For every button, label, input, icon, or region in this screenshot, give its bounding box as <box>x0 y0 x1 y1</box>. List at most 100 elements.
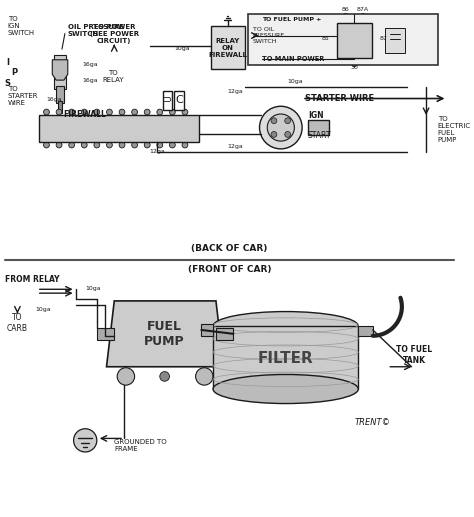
Ellipse shape <box>213 312 358 341</box>
Text: 10ga: 10ga <box>85 286 101 291</box>
Circle shape <box>144 142 150 148</box>
Circle shape <box>328 36 334 41</box>
Circle shape <box>94 109 100 115</box>
Text: TO MAIN POWER: TO MAIN POWER <box>263 56 325 62</box>
Circle shape <box>73 429 97 452</box>
Text: (BACK OF CAR): (BACK OF CAR) <box>191 244 268 253</box>
Bar <box>337 23 372 58</box>
Circle shape <box>313 122 324 133</box>
Circle shape <box>285 131 291 138</box>
Text: 16ga: 16ga <box>82 62 98 67</box>
Circle shape <box>69 109 74 115</box>
Text: 12ga: 12ga <box>228 144 243 149</box>
Bar <box>213 326 358 389</box>
Text: S: S <box>5 80 11 88</box>
Circle shape <box>170 142 175 148</box>
Text: TO POWER
(SEE POWER
CIRCUIT): TO POWER (SEE POWER CIRCUIT) <box>90 24 139 43</box>
Text: TO
CARB: TO CARB <box>7 313 28 333</box>
Circle shape <box>117 368 135 385</box>
Bar <box>201 324 213 336</box>
Text: 10ga: 10ga <box>288 79 303 84</box>
Text: 87A: 87A <box>357 7 369 12</box>
Text: IGN: IGN <box>308 112 324 120</box>
Circle shape <box>107 142 112 148</box>
Text: TO
IGN
SWITCH: TO IGN SWITCH <box>8 16 35 36</box>
Circle shape <box>157 142 163 148</box>
Circle shape <box>56 142 62 148</box>
Circle shape <box>182 142 188 148</box>
Bar <box>39 115 199 142</box>
Polygon shape <box>52 60 68 80</box>
Text: RELAY
ON
FIREWALL: RELAY ON FIREWALL <box>208 38 247 58</box>
Text: FUEL
PUMP: FUEL PUMP <box>144 320 185 348</box>
Circle shape <box>196 368 213 385</box>
Bar <box>211 26 245 69</box>
Text: TRENT©: TRENT© <box>355 418 391 428</box>
Text: 12ga: 12ga <box>228 89 243 94</box>
Text: TO FUEL PUMP +: TO FUEL PUMP + <box>263 17 322 22</box>
Bar <box>174 91 184 110</box>
Circle shape <box>267 114 294 141</box>
Text: 16ga: 16ga <box>82 78 98 83</box>
Text: GROUNDED TO
FRAME: GROUNDED TO FRAME <box>114 439 167 452</box>
Circle shape <box>271 131 277 138</box>
Text: P: P <box>11 68 18 77</box>
Circle shape <box>170 109 175 115</box>
Circle shape <box>44 109 49 115</box>
Text: TO
ELECTRIC
FUEL
PUMP: TO ELECTRIC FUEL PUMP <box>438 116 471 143</box>
Text: STARTER WIRE: STARTER WIRE <box>305 94 374 103</box>
Circle shape <box>56 109 62 115</box>
Circle shape <box>119 142 125 148</box>
Bar <box>358 326 373 336</box>
Text: TO
STARTER
WIRE: TO STARTER WIRE <box>8 86 38 105</box>
Text: 12ga: 12ga <box>149 149 165 154</box>
Circle shape <box>94 142 100 148</box>
Bar <box>248 14 438 65</box>
Ellipse shape <box>213 374 358 404</box>
Bar <box>54 55 66 89</box>
Circle shape <box>82 142 87 148</box>
Text: 16ga: 16ga <box>46 97 62 102</box>
Text: FILTER: FILTER <box>258 351 313 366</box>
Text: 10ga: 10ga <box>36 307 51 312</box>
Text: OIL PRESSURE
SWITCH: OIL PRESSURE SWITCH <box>68 24 124 37</box>
Circle shape <box>360 13 366 19</box>
Text: TO OIL
PRESSURE
SWITCH: TO OIL PRESSURE SWITCH <box>253 27 285 44</box>
Circle shape <box>132 142 137 148</box>
Circle shape <box>69 142 74 148</box>
Bar <box>97 328 114 340</box>
Circle shape <box>157 109 163 115</box>
Circle shape <box>260 107 302 149</box>
Circle shape <box>44 142 49 148</box>
Circle shape <box>160 372 170 381</box>
Text: (FRONT OF CAR): (FRONT OF CAR) <box>188 265 271 275</box>
Text: START: START <box>308 131 331 140</box>
Bar <box>56 86 64 103</box>
Circle shape <box>144 109 150 115</box>
Circle shape <box>375 36 381 41</box>
Bar <box>58 101 62 113</box>
Text: TO
RELAY: TO RELAY <box>102 70 124 83</box>
Text: ⊃: ⊃ <box>163 96 172 105</box>
Circle shape <box>352 61 357 67</box>
Text: 87: 87 <box>380 36 387 41</box>
Text: FROM RELAY: FROM RELAY <box>5 275 59 284</box>
Bar <box>308 120 329 135</box>
Polygon shape <box>107 301 224 367</box>
Bar <box>216 328 233 340</box>
Text: I: I <box>6 58 9 67</box>
Text: C: C <box>175 96 183 105</box>
Text: FIREWALL: FIREWALL <box>63 111 106 119</box>
Circle shape <box>271 118 277 124</box>
Text: 85: 85 <box>321 36 329 41</box>
Text: 30: 30 <box>350 65 358 70</box>
Circle shape <box>285 118 291 124</box>
Bar <box>163 91 173 110</box>
Circle shape <box>182 109 188 115</box>
Circle shape <box>82 109 87 115</box>
Circle shape <box>119 109 125 115</box>
Bar <box>385 28 405 53</box>
Text: TO FUEL
TANK: TO FUEL TANK <box>396 345 432 365</box>
Circle shape <box>343 13 348 19</box>
Circle shape <box>132 109 137 115</box>
